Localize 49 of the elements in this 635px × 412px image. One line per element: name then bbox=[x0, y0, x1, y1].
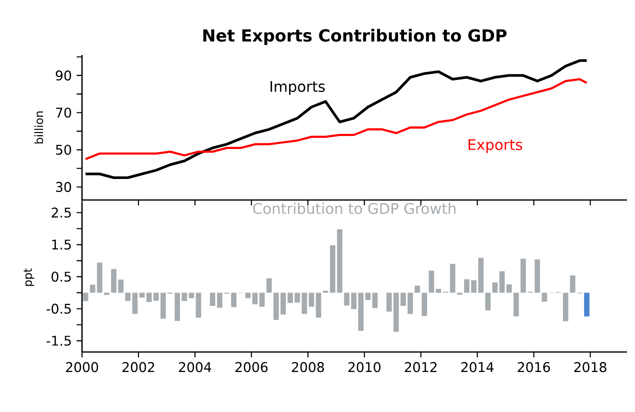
bar bbox=[428, 270, 434, 293]
y-tick-label: 90 bbox=[56, 70, 72, 80]
bar bbox=[266, 278, 272, 293]
bar bbox=[492, 282, 498, 293]
bar bbox=[485, 292, 491, 310]
x-tick-label: 2008 bbox=[292, 362, 324, 372]
bar bbox=[196, 292, 202, 318]
bar bbox=[414, 286, 420, 293]
chart-title: Contribution to GDP Growth bbox=[253, 202, 456, 214]
bar bbox=[316, 292, 322, 318]
y-tick-label: 70 bbox=[56, 108, 72, 118]
x-tick-label: 2012 bbox=[404, 362, 436, 372]
bar bbox=[132, 292, 138, 314]
bar bbox=[259, 292, 265, 307]
chart-title: Net Exports Contribution to GDP bbox=[203, 28, 507, 45]
bar bbox=[82, 292, 88, 302]
bar bbox=[125, 292, 131, 302]
x-tick-label: 2016 bbox=[518, 362, 550, 372]
bar bbox=[139, 292, 145, 298]
x-tick-label: 2000 bbox=[66, 362, 98, 372]
x-tick-label: 2010 bbox=[348, 362, 380, 372]
y-tick-label: -1.5 bbox=[46, 336, 71, 346]
x-tick-label: 2014 bbox=[461, 362, 494, 372]
y-tick-label: 1.5 bbox=[52, 240, 71, 250]
y-tick-label: 0.5 bbox=[52, 272, 71, 282]
bar bbox=[372, 292, 378, 308]
bar bbox=[584, 292, 590, 316]
y-tick-label: 30 bbox=[56, 182, 72, 192]
bar bbox=[252, 292, 258, 304]
bar bbox=[245, 292, 251, 298]
bar bbox=[513, 292, 519, 316]
bar bbox=[562, 292, 568, 322]
bar bbox=[506, 284, 512, 293]
y-tick-label: 2.5 bbox=[52, 208, 71, 218]
y-tick-label: -0.5 bbox=[46, 304, 71, 314]
y-axis-title: billion bbox=[34, 112, 44, 144]
x-tick-label: 2018 bbox=[574, 362, 606, 372]
y-tick-label: 50 bbox=[56, 144, 72, 155]
bar bbox=[308, 292, 314, 307]
bar bbox=[422, 292, 428, 316]
x-tick-label: 2006 bbox=[235, 362, 268, 372]
series-label: Imports bbox=[270, 81, 325, 95]
bar bbox=[570, 275, 576, 293]
series-label: Exports bbox=[468, 139, 522, 153]
x-tick-label: 2004 bbox=[178, 362, 212, 372]
bar bbox=[499, 271, 505, 293]
y-axis-title: ppt bbox=[24, 268, 34, 286]
x-tick-label: 2002 bbox=[122, 362, 154, 372]
bar bbox=[542, 292, 548, 302]
